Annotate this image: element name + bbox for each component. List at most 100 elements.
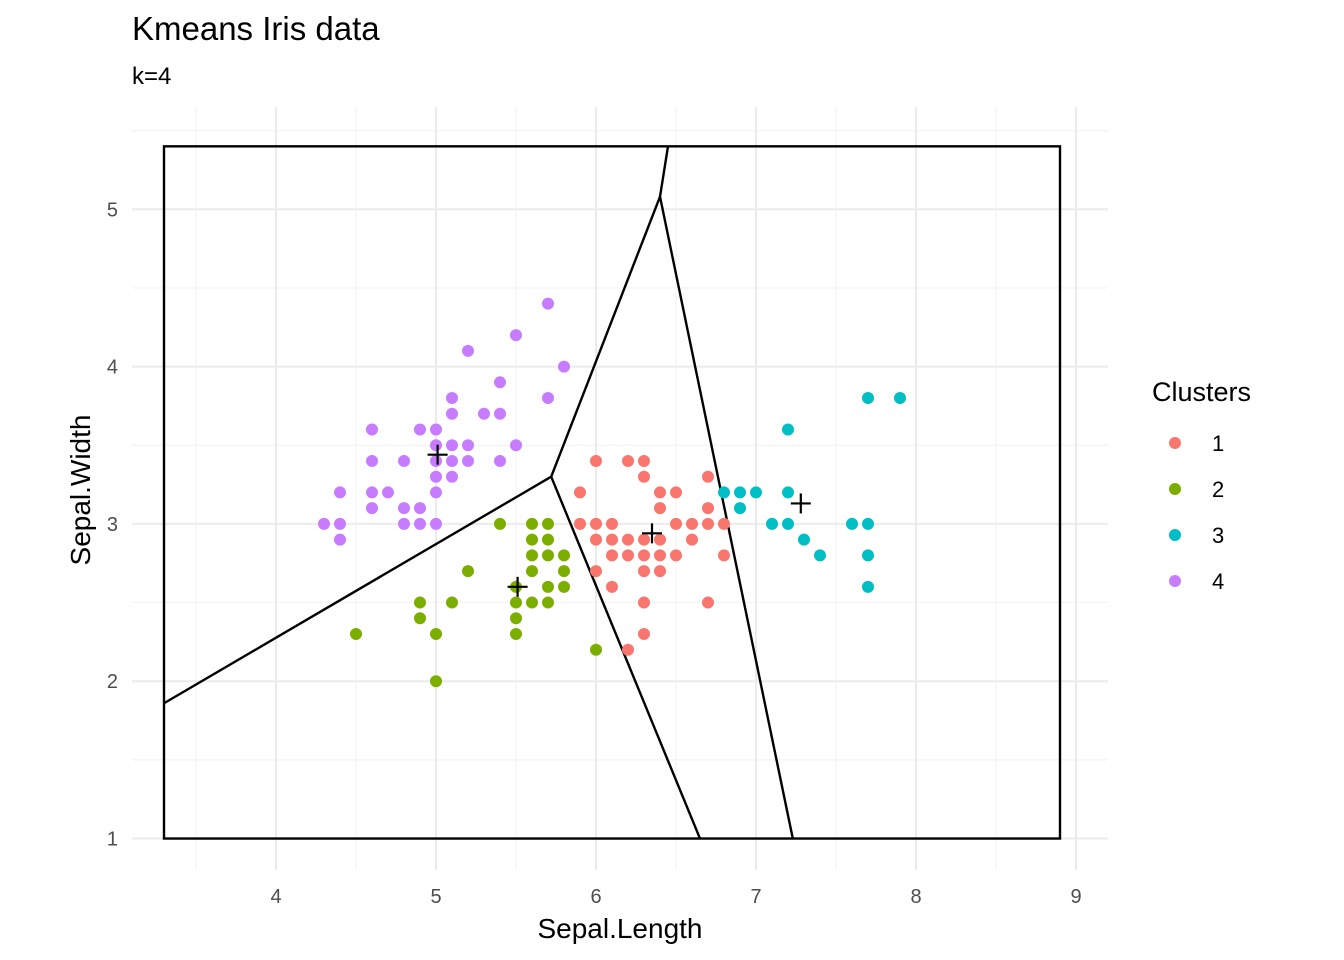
x-tick-label: 5 — [430, 886, 441, 908]
point-cluster-1 — [590, 565, 602, 578]
point-cluster-3 — [750, 486, 762, 499]
point-cluster-2 — [414, 612, 426, 625]
point-cluster-4 — [398, 517, 410, 530]
point-cluster-4 — [510, 329, 522, 342]
point-cluster-1 — [686, 517, 698, 530]
point-cluster-1 — [574, 517, 586, 530]
point-cluster-2 — [446, 596, 458, 609]
cluster-centroids — [427, 444, 811, 597]
point-cluster-1 — [654, 502, 666, 515]
y-tick-label: 1 — [107, 829, 118, 851]
voronoi-edge — [658, 196, 794, 839]
point-cluster-2 — [542, 533, 554, 546]
point-cluster-3 — [782, 517, 794, 530]
point-cluster-2 — [430, 628, 442, 641]
point-cluster-2 — [510, 628, 522, 641]
point-cluster-4 — [334, 486, 346, 499]
point-cluster-1 — [654, 533, 666, 546]
point-cluster-4 — [446, 439, 458, 452]
x-tick-label: 7 — [750, 886, 761, 908]
point-cluster-4 — [318, 517, 330, 530]
point-cluster-3 — [798, 533, 810, 546]
point-cluster-3 — [862, 517, 874, 530]
point-cluster-4 — [542, 297, 554, 310]
y-tick-label: 5 — [107, 199, 118, 221]
point-cluster-1 — [718, 517, 730, 530]
point-cluster-2 — [542, 517, 554, 530]
point-cluster-4 — [558, 360, 570, 373]
point-cluster-3 — [862, 549, 874, 562]
point-cluster-4 — [366, 454, 378, 467]
point-cluster-1 — [622, 549, 634, 562]
point-cluster-4 — [462, 439, 474, 452]
point-cluster-1 — [622, 643, 634, 656]
legend-item-1: 1 — [1169, 431, 1224, 456]
point-cluster-1 — [622, 454, 634, 467]
legend-label: 3 — [1212, 523, 1224, 548]
voronoi-edge — [658, 146, 670, 197]
point-cluster-3 — [734, 502, 746, 515]
point-cluster-2 — [526, 549, 538, 562]
y-tick-label: 4 — [107, 357, 118, 379]
point-cluster-1 — [686, 533, 698, 546]
point-cluster-4 — [494, 407, 506, 420]
point-cluster-1 — [654, 565, 666, 578]
point-cluster-2 — [542, 596, 554, 609]
centroid-marker-2 — [507, 576, 528, 597]
point-cluster-2 — [526, 517, 538, 530]
x-axis-title: Sepal.Length — [537, 913, 702, 944]
point-cluster-1 — [590, 454, 602, 467]
point-cluster-4 — [446, 392, 458, 405]
point-cluster-2 — [350, 628, 362, 641]
point-cluster-4 — [398, 454, 410, 467]
legend-swatch — [1169, 529, 1181, 541]
legend-label: 4 — [1212, 569, 1224, 594]
x-tick-label: 9 — [1070, 886, 1081, 908]
point-cluster-3 — [734, 486, 746, 499]
point-cluster-4 — [494, 454, 506, 467]
centroid-marker-1 — [642, 523, 662, 544]
x-axis-ticks: 4 5 6 7 8 9 — [270, 886, 1081, 908]
point-cluster-3 — [782, 423, 794, 436]
point-cluster-1 — [702, 470, 714, 483]
legend-swatch — [1169, 575, 1181, 587]
voronoi-tessellation — [162, 145, 1062, 840]
point-cluster-2 — [590, 643, 602, 656]
y-tick-label: 2 — [107, 671, 118, 693]
point-cluster-4 — [334, 517, 346, 530]
x-tick-label: 6 — [590, 886, 601, 908]
legend-item-2: 2 — [1169, 477, 1224, 502]
point-cluster-4 — [430, 517, 442, 530]
point-cluster-4 — [398, 502, 410, 515]
point-cluster-2 — [558, 565, 570, 578]
point-cluster-3 — [846, 517, 858, 530]
point-cluster-1 — [718, 549, 730, 562]
point-cluster-1 — [606, 580, 618, 593]
point-cluster-4 — [334, 533, 346, 546]
point-cluster-3 — [718, 486, 730, 499]
chart-subtitle: k=4 — [132, 63, 171, 90]
legend-item-4: 4 — [1169, 569, 1224, 594]
y-tick-label: 3 — [107, 514, 118, 536]
point-cluster-4 — [542, 392, 554, 405]
point-cluster-4 — [510, 439, 522, 452]
point-cluster-1 — [654, 549, 666, 562]
point-cluster-1 — [638, 596, 650, 609]
legend-label: 1 — [1212, 431, 1224, 456]
point-cluster-1 — [638, 565, 650, 578]
point-cluster-4 — [382, 486, 394, 499]
point-cluster-2 — [510, 612, 522, 625]
point-cluster-4 — [478, 407, 490, 420]
voronoi-edge — [550, 476, 702, 839]
point-cluster-4 — [430, 454, 442, 467]
point-cluster-1 — [622, 533, 634, 546]
point-cluster-1 — [670, 486, 682, 499]
point-cluster-4 — [446, 454, 458, 467]
point-cluster-2 — [494, 517, 506, 530]
point-cluster-4 — [414, 502, 426, 515]
point-cluster-1 — [590, 517, 602, 530]
point-cluster-2 — [430, 675, 442, 688]
grid-major — [132, 107, 1108, 870]
point-cluster-2 — [462, 565, 474, 578]
